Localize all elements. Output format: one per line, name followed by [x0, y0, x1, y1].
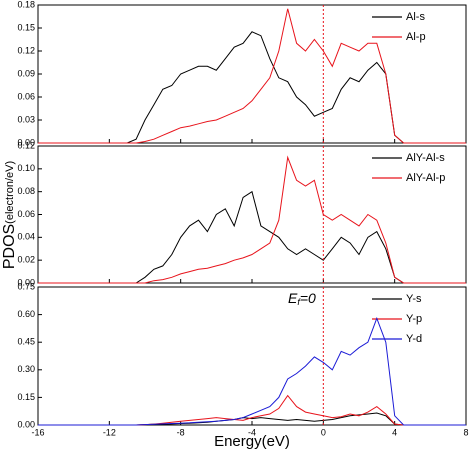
- legend-label: AlY-Al-p: [406, 172, 445, 184]
- y-tick-label: 0.03: [17, 114, 35, 124]
- y-tick-label: 0.00: [17, 419, 35, 429]
- series-line: [38, 155, 466, 284]
- y-tick-label: 0.15: [17, 22, 35, 32]
- y-axis-label-unit: (electron/eV): [4, 161, 16, 224]
- y-tick-label: 0.10: [17, 163, 35, 173]
- y-tick-label: 0.12: [17, 45, 35, 55]
- y-axis-label-main: PDOS: [1, 224, 18, 269]
- x-tick-label: -16: [31, 427, 44, 437]
- y-tick-label: 0.09: [17, 68, 35, 78]
- series-line: [38, 31, 466, 144]
- plot-frame: [37, 4, 467, 144]
- y-tick-label: 0.12: [17, 140, 35, 150]
- y-tick-label: 0.60: [17, 309, 35, 319]
- x-tick-label: -12: [103, 427, 116, 437]
- series-line: [38, 316, 466, 426]
- x-tick-label: -8: [177, 427, 185, 437]
- x-tick-label: -4: [248, 427, 256, 437]
- legend-label: Y-d: [406, 333, 422, 345]
- series-line: [38, 394, 466, 426]
- y-tick-label: 0.00: [17, 277, 35, 287]
- legend-label: Al-s: [406, 11, 425, 23]
- series-line: [38, 190, 466, 284]
- y-tick-label: 0.06: [17, 209, 35, 219]
- y-tick-label: 0.08: [17, 186, 35, 196]
- legend-label: AlY-Al-s: [406, 152, 445, 164]
- y-tick-label: 0.02: [17, 255, 35, 265]
- y-tick-label: 0.75: [17, 281, 35, 291]
- x-axis-label: Energy(eV): [214, 433, 290, 450]
- x-tick-label: 4: [392, 427, 397, 437]
- legend-label: Al-p: [406, 31, 426, 43]
- plot-frame: [37, 145, 467, 284]
- x-tick-label: 0: [321, 427, 326, 437]
- y-tick-label: 0.30: [17, 364, 35, 374]
- y-tick-label: 0.15: [17, 392, 35, 402]
- annotation-part: f: [297, 297, 301, 307]
- y-axis-label: PDOS(electron/eV): [1, 161, 18, 269]
- legend-label: Y-p: [406, 313, 422, 325]
- legend-label: Y-s: [406, 293, 422, 305]
- y-tick-label: 0.06: [17, 91, 35, 101]
- series-line: [38, 8, 466, 144]
- x-tick-label: 8: [463, 427, 468, 437]
- y-tick-label: 0.04: [17, 232, 35, 242]
- y-tick-label: 0.00: [17, 137, 35, 147]
- plot-frame: [37, 286, 467, 426]
- annotation: Ef=0: [288, 290, 316, 308]
- annotation-part: =0: [300, 290, 316, 306]
- y-tick-label: 0.45: [17, 337, 35, 347]
- annotation-part: E: [288, 290, 298, 306]
- y-tick-label: 0.18: [17, 0, 35, 9]
